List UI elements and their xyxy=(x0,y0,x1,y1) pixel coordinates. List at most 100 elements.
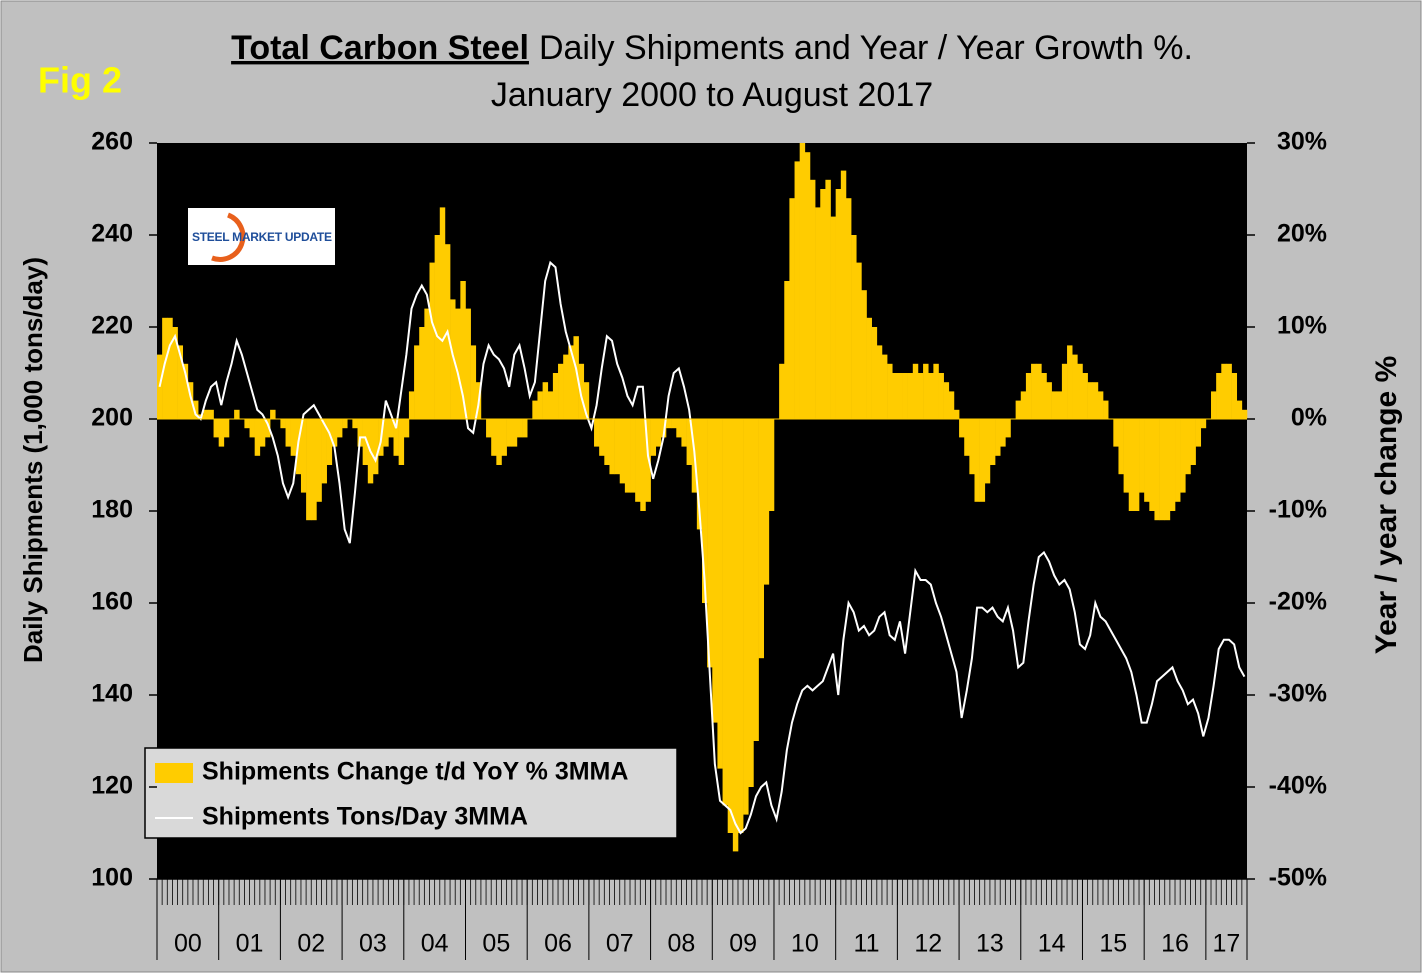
bar xyxy=(311,419,317,521)
bar xyxy=(809,179,816,419)
bar xyxy=(717,419,723,769)
bar xyxy=(758,419,764,659)
bar xyxy=(321,419,327,484)
bar xyxy=(1015,400,1022,419)
bar xyxy=(573,336,579,419)
bar xyxy=(1144,419,1150,502)
bar xyxy=(403,419,410,438)
bar xyxy=(866,317,872,419)
bar xyxy=(290,419,297,456)
bar xyxy=(614,419,621,475)
bar xyxy=(732,419,739,852)
bar xyxy=(270,409,276,419)
bar xyxy=(496,419,502,465)
bar xyxy=(753,419,759,741)
bar xyxy=(948,391,955,419)
y2-tick-label: 20% xyxy=(1277,220,1327,248)
bar xyxy=(630,419,636,493)
bar xyxy=(552,373,559,419)
bar xyxy=(789,198,795,419)
bar xyxy=(244,419,250,429)
legend-swatch xyxy=(155,763,193,783)
bar xyxy=(470,345,477,419)
plot xyxy=(157,143,1248,852)
bar xyxy=(1216,373,1222,419)
bar xyxy=(696,419,703,530)
bar xyxy=(172,327,178,419)
bar xyxy=(486,419,492,438)
bar xyxy=(419,327,425,419)
bar xyxy=(820,189,826,419)
bar xyxy=(342,419,348,429)
bar xyxy=(1241,409,1248,419)
bar xyxy=(1077,363,1083,419)
bar xyxy=(532,400,538,419)
bar xyxy=(964,419,970,456)
bar xyxy=(1097,391,1104,419)
bar xyxy=(1159,419,1166,521)
y-tick-label: 240 xyxy=(91,220,133,248)
x-tick-label: 02 xyxy=(297,930,325,958)
x-tick-label: 09 xyxy=(729,930,757,958)
bar xyxy=(1133,419,1140,511)
bar xyxy=(902,373,908,419)
bar xyxy=(943,382,950,419)
bar xyxy=(917,373,924,419)
title-emphasis: Total Carbon Steel xyxy=(231,29,529,67)
bar xyxy=(1231,373,1238,419)
y2-tick-label: -30% xyxy=(1269,680,1327,708)
bar xyxy=(1226,363,1232,419)
bar xyxy=(1180,419,1186,493)
bar xyxy=(583,382,590,419)
bar xyxy=(928,373,934,419)
bar xyxy=(522,419,528,438)
bar xyxy=(398,419,405,465)
bar xyxy=(1041,373,1047,419)
x-tick-label: 06 xyxy=(544,930,572,958)
y2-tick-label: -40% xyxy=(1269,772,1327,800)
y-tick-label: 200 xyxy=(91,404,133,432)
bar xyxy=(558,363,564,419)
bar xyxy=(1113,419,1119,447)
bar xyxy=(933,363,939,419)
x-tick-label: 12 xyxy=(914,930,942,958)
bar xyxy=(799,143,806,419)
bar xyxy=(223,419,230,438)
bar xyxy=(635,419,641,502)
x-tick-label: 05 xyxy=(482,930,510,958)
bar xyxy=(897,373,903,419)
chart-title: Total Carbon Steel Daily Shipments and Ye… xyxy=(231,29,1193,67)
bar xyxy=(655,419,662,447)
bar xyxy=(1128,419,1135,511)
bar xyxy=(192,400,199,419)
x-tick-label: 03 xyxy=(359,930,387,958)
bar xyxy=(984,419,991,484)
bar xyxy=(218,419,225,447)
bar xyxy=(208,409,214,419)
x-tick-label: 11 xyxy=(854,930,880,958)
bar xyxy=(1103,400,1109,419)
bar xyxy=(1169,419,1176,511)
y2-tick-label: -20% xyxy=(1269,588,1327,616)
x-tick-label: 16 xyxy=(1161,930,1189,958)
bar xyxy=(815,207,821,419)
bar xyxy=(501,419,507,456)
bar xyxy=(995,419,1001,456)
bar xyxy=(825,179,831,419)
y-tick-label: 140 xyxy=(91,680,133,708)
bar xyxy=(434,235,441,419)
bar xyxy=(712,419,718,723)
bar xyxy=(362,419,369,465)
bar xyxy=(743,419,749,815)
x-tick-label: 15 xyxy=(1099,930,1127,958)
bar xyxy=(1149,419,1155,511)
bar xyxy=(450,299,456,419)
bar xyxy=(1139,419,1145,493)
bar xyxy=(1087,382,1094,419)
logo-box xyxy=(188,208,335,265)
bar xyxy=(455,308,461,419)
bar xyxy=(1211,391,1217,419)
bar xyxy=(707,419,713,668)
bar xyxy=(650,419,657,456)
bar xyxy=(1067,345,1073,419)
